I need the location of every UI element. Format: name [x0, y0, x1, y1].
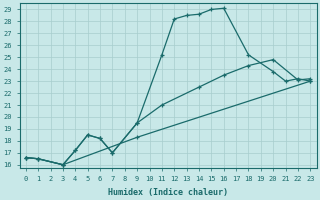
X-axis label: Humidex (Indice chaleur): Humidex (Indice chaleur) [108, 188, 228, 197]
